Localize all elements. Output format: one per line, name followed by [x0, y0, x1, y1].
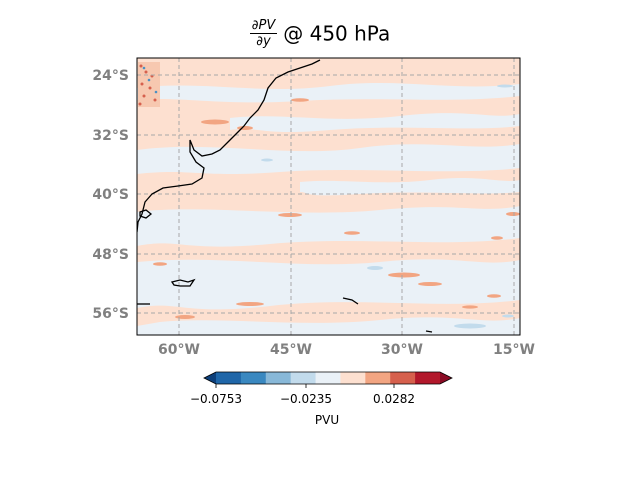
lon-label: 30°W: [381, 342, 423, 358]
positive-streaks: [153, 98, 520, 319]
lat-label: 24°S: [92, 68, 129, 84]
coastline: [137, 59, 433, 333]
title-fraction: ∂PV ∂y: [249, 18, 278, 49]
colorbar-extend-min: [204, 372, 216, 384]
lat-label: 40°S: [92, 187, 129, 203]
colorbar-segment: [390, 372, 416, 384]
colorbar-segment: [216, 372, 242, 384]
colorbar-segment: [265, 372, 292, 384]
gridlines: [137, 58, 520, 335]
colorbar-extend-max: [440, 372, 452, 384]
latitude-labels: 24°S 32°S 40°S 48°S 56°S: [92, 68, 129, 322]
coastal-noise: [138, 62, 160, 107]
lon-label: 60°W: [158, 342, 200, 358]
lat-label: 48°S: [92, 247, 129, 263]
title-numerator: ∂PV: [249, 18, 278, 34]
title-text: @ 450 hPa: [283, 21, 391, 46]
neutral-bands: [137, 83, 520, 335]
colorbar-segment: [240, 372, 267, 384]
figure-title: ∂PV ∂y @ 450 hPa: [0, 18, 640, 49]
colorbar-segment: [365, 372, 391, 384]
colorbar-ticks: [215, 384, 395, 388]
colorbar-tick-label: −0.0235: [280, 392, 332, 406]
lat-label: 32°S: [92, 128, 129, 144]
colorbar-tick-label: 0.0282: [373, 392, 415, 406]
colorbar-tick-labels: −0.0753 −0.0235 0.0282: [190, 392, 415, 406]
lat-label: 56°S: [92, 306, 129, 322]
colorbar-segment: [340, 372, 366, 384]
colorbar: [203, 371, 453, 385]
map-frame: [136, 57, 521, 336]
colorbar-label: PVU: [315, 413, 339, 427]
lon-label: 15°W: [493, 342, 535, 358]
negative-streaks: [261, 84, 514, 329]
title-denominator: ∂y: [256, 34, 271, 49]
colorbar-segment: [290, 372, 317, 384]
colorbar-segment: [415, 372, 441, 384]
colorbar-tick-label: −0.0753: [190, 392, 242, 406]
colorbar-segment: [315, 372, 341, 384]
map-panel: [137, 58, 520, 335]
lon-label: 45°W: [270, 342, 312, 358]
longitude-labels: 60°W 45°W 30°W 15°W: [158, 342, 535, 358]
